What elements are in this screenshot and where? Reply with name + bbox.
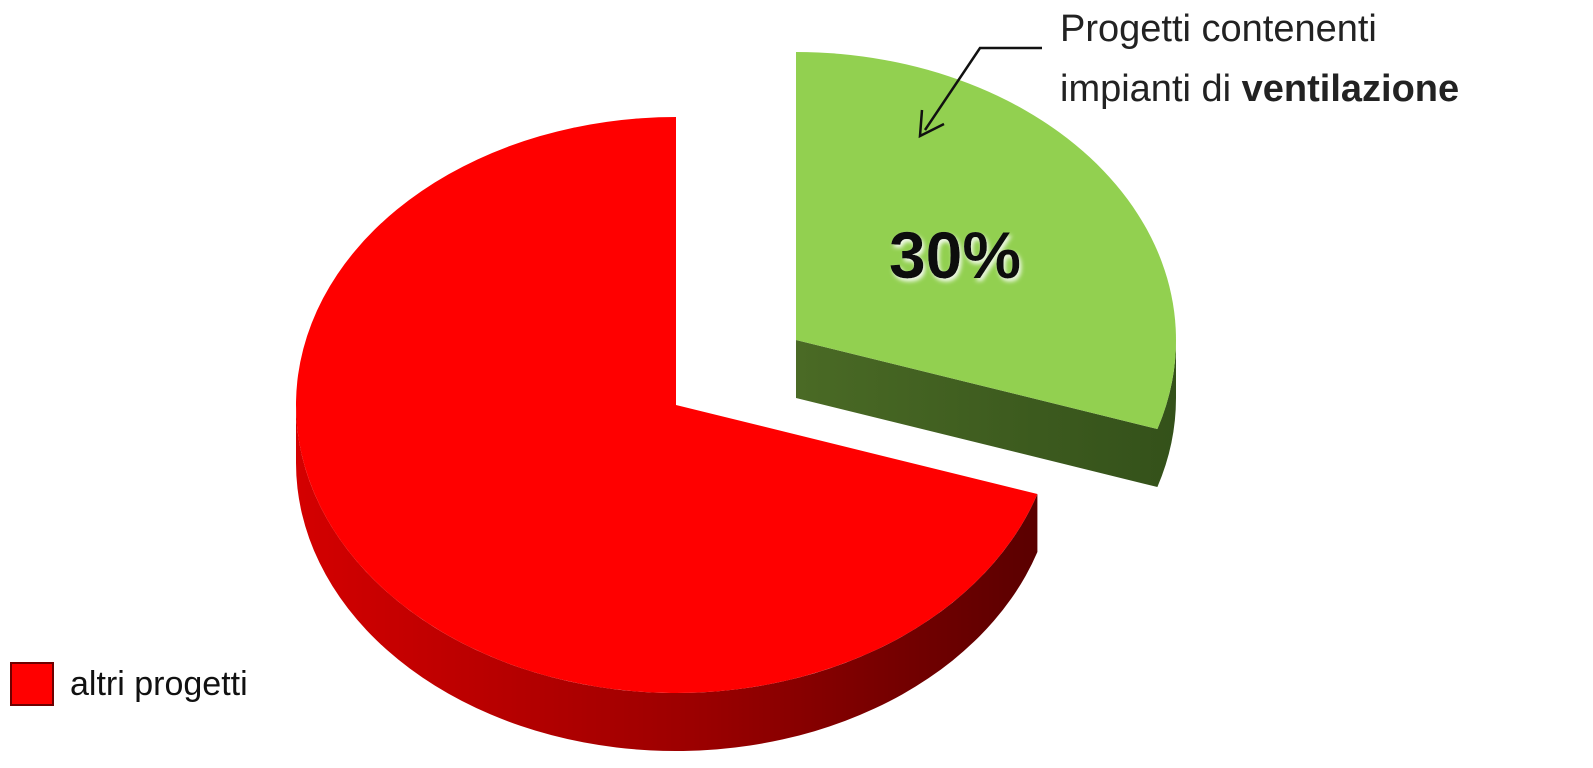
callout-text-line-1: Progetti contenenti (1060, 8, 1377, 50)
pie-slice-altri-progetti-side (296, 405, 1038, 751)
pie-slice-altri-progetti (296, 117, 1038, 751)
data-label-ventilazione: 30% (889, 218, 1021, 292)
pie-slice-altri-progetti-top (296, 117, 1038, 694)
legend: altri progetti (10, 660, 248, 708)
legend-label-altri-progetti: altri progetti (70, 664, 248, 703)
pie-slice-ventilazione-side (796, 340, 1176, 487)
pie-slice-ventilazione-top (796, 52, 1176, 429)
callout-text-prefix: impianti di (1060, 68, 1242, 110)
callout-text-bold: ventilazione (1241, 68, 1460, 110)
legend-swatch-altri-progetti (10, 662, 54, 706)
pie-slice-ventilazione (796, 52, 1176, 487)
callout-text-line-2: impianti di ventilazione (1060, 67, 1459, 111)
callout-arrow (918, 46, 1042, 139)
